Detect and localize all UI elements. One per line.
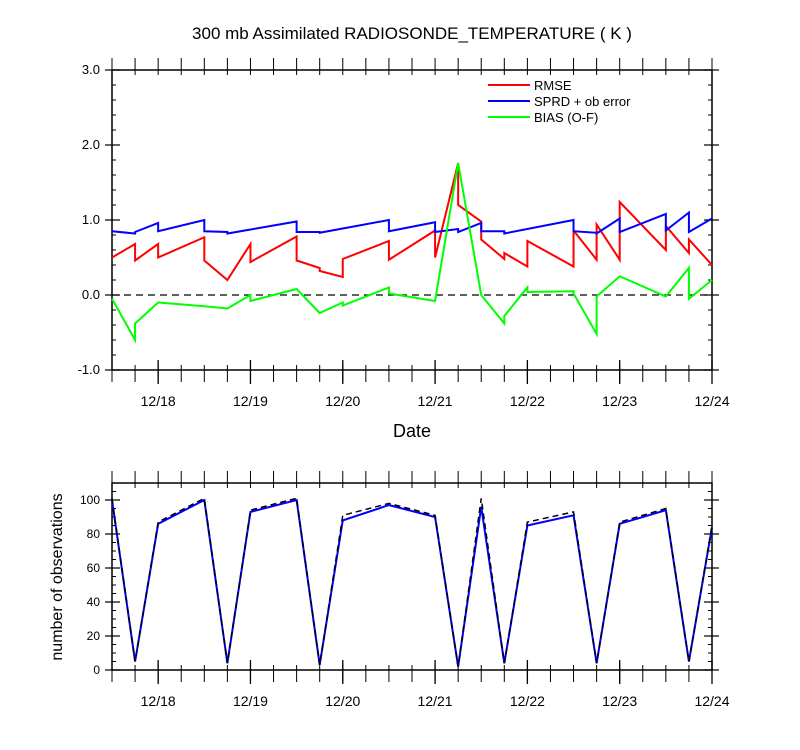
top-y-tick-label: 3.0 [82, 62, 100, 77]
top-series-bias-o-f-line [111, 162, 713, 344]
top-series-sprd-ob-error-line [111, 210, 713, 236]
top-plot-area: -1.0 0.0 1.0 2.0 3.0 12/18 12/19 12/20 12/21 12/2… [78, 58, 730, 409]
bottom-plot-area: 0 20 40 60 80 100 12/18 12/19 12/20 12/21 12/22 12/… [80, 471, 730, 709]
top-y-tick-label: -1.0 [78, 362, 100, 377]
bottom-x-tick-label: 12/23 [602, 693, 637, 709]
bottom-chart-ylabel: number of observations [49, 493, 66, 660]
bottom-series-total-line [111, 497, 713, 667]
top-series-rmse-line [111, 162, 713, 282]
top-chart-xlabel: Date [393, 421, 431, 441]
top-x-tick-label: 12/23 [602, 393, 637, 409]
bottom-x-tick-label: 12/22 [510, 693, 545, 709]
bottom-x-tick-label: 12/21 [418, 693, 453, 709]
bottom-y-tick-label: 100 [80, 493, 100, 507]
top-x-tick-label: 12/20 [325, 393, 360, 409]
top-x-tick-label: 12/18 [141, 393, 176, 409]
bottom-x-tick-label: 12/20 [325, 693, 360, 709]
bottom-x-tick-label: 12/24 [694, 693, 729, 709]
bottom-y-tick-label: 20 [87, 629, 101, 643]
bottom-series-used-line [111, 498, 713, 667]
bottom-x-tick-label: 12/19 [233, 693, 268, 709]
top-chart-title: 300 mb Assimilated RADIOSONDE_TEMPERATUR… [192, 24, 632, 43]
bottom-y-tick-label: 80 [87, 527, 101, 541]
bottom-x-tick-label: 12/18 [141, 693, 176, 709]
bottom-y-tick-label: 60 [87, 561, 101, 575]
top-y-tick-label: 0.0 [82, 287, 100, 302]
top-y-tick-label: 2.0 [82, 137, 100, 152]
top-y-tick-label: 1.0 [82, 212, 100, 227]
top-legend-bias-o-f-label: BIAS (O-F) [534, 110, 598, 125]
top-legend-sprd-ob-error-label: SPRD + ob error [534, 94, 631, 109]
top-x-tick-label: 12/19 [233, 393, 268, 409]
bottom-y-tick-label: 40 [87, 595, 101, 609]
top-x-tick-label: 12/22 [510, 393, 545, 409]
top-x-tick-label: 12/24 [694, 393, 729, 409]
bottom-y-tick-label: 0 [93, 663, 100, 677]
top-x-tick-label: 12/21 [418, 393, 453, 409]
top-legend-rmse-label: RMSE [534, 78, 572, 93]
